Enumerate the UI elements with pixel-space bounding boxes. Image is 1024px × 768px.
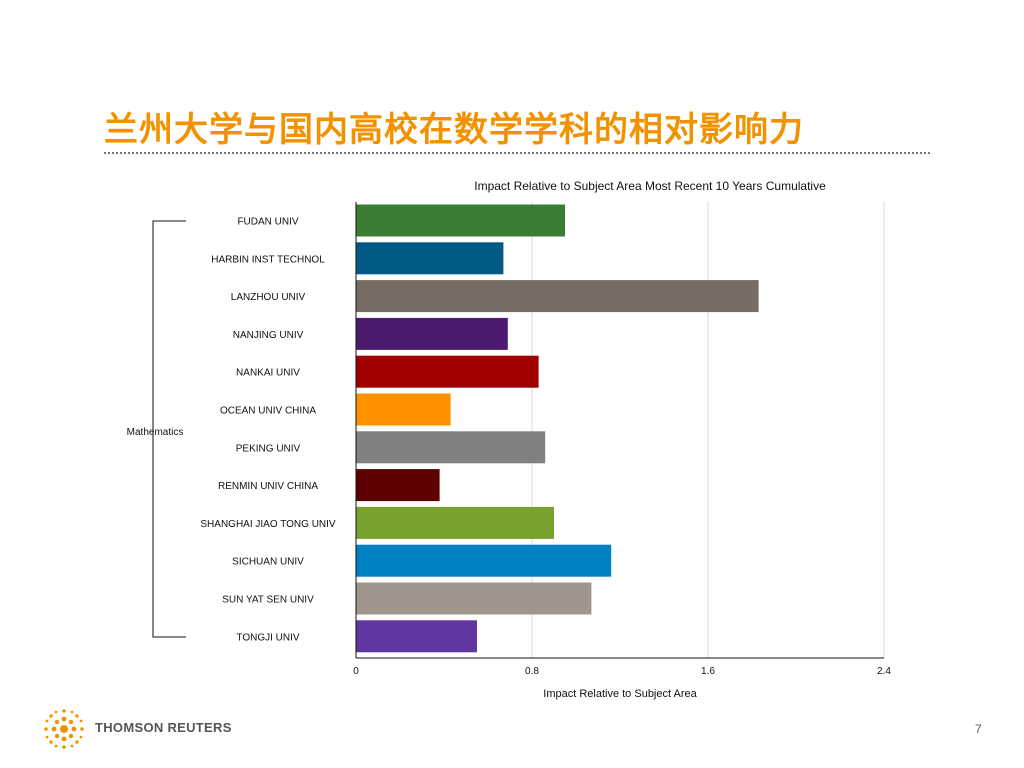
x-tick-labels: 0 0.8 1.6 2.4 [353, 666, 891, 677]
bar [356, 280, 759, 313]
bar [356, 620, 477, 653]
x-axis-label: Impact Relative to Subject Area [543, 688, 697, 700]
category-label: SICHUAN UNIV [232, 557, 304, 568]
gridlines [531, 202, 885, 658]
category-label: PEKING UNIV [236, 443, 301, 454]
x-tick-label: 1.6 [701, 666, 715, 677]
category-labels: FUDAN UNIV HARBIN INST TECHNOL LANZHOU UNI… [200, 217, 336, 644]
x-tick-label: 0.8 [525, 666, 539, 677]
brand-name: THOMSON REUTERS [95, 720, 232, 735]
category-label: SUN YAT SEN UNIV [222, 595, 314, 606]
category-label: NANKAI UNIV [236, 368, 300, 379]
category-label: OCEAN UNIV CHINA [220, 406, 316, 417]
category-label: HARBIN INST TECHNOL [211, 254, 325, 265]
bar [356, 355, 539, 388]
category-label: RENMIN UNIV CHINA [218, 481, 318, 492]
x-tick-label: 2.4 [877, 666, 891, 677]
group-label: Mathematics [127, 427, 184, 438]
chart-title: Impact Relative to Subject Area Most Rec… [474, 179, 826, 193]
bar [356, 469, 440, 502]
page-number: 7 [975, 722, 982, 736]
category-label: LANZHOU UNIV [231, 292, 306, 303]
category-label: NANJING UNIV [233, 330, 304, 341]
title-divider [104, 152, 930, 154]
bar [356, 204, 565, 237]
thomson-reuters-logo-icon [44, 709, 84, 749]
group-bracket [152, 220, 186, 638]
bar [356, 317, 508, 350]
bar [356, 544, 612, 577]
slide-title: 兰州大学与国内高校在数学学科的相对影响力 [104, 110, 804, 150]
bar [356, 242, 504, 275]
category-label: TONGJI UNIV [236, 632, 299, 643]
bar [356, 393, 451, 426]
x-tick-label: 0 [353, 666, 359, 677]
bar [356, 431, 546, 464]
bar [356, 582, 592, 615]
bar [356, 506, 554, 539]
category-label: SHANGHAI JIAO TONG UNIV [200, 519, 336, 530]
category-label: FUDAN UNIV [237, 217, 298, 228]
bars [356, 204, 759, 653]
